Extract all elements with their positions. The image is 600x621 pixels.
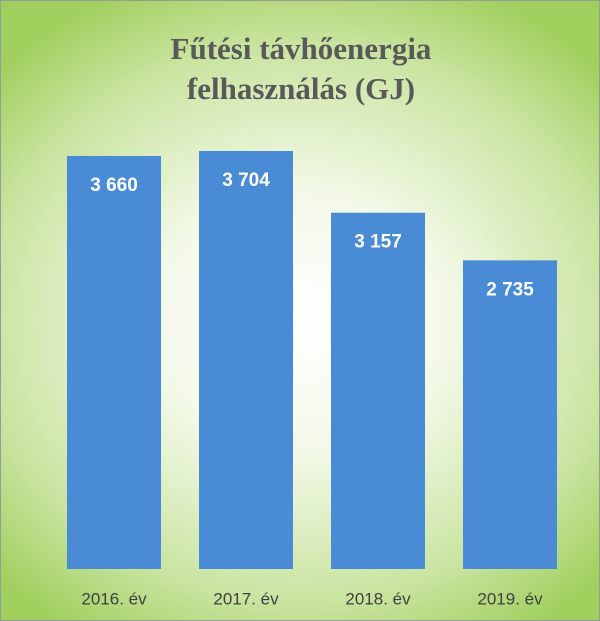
x-tick-label: 2019. év	[477, 589, 543, 608]
bar	[331, 212, 425, 569]
chart-title: Fűtési távhőenergia felhasználás (GJ)	[170, 31, 432, 106]
bar	[463, 260, 557, 569]
x-tick-label: 2016. év	[81, 589, 147, 608]
x-tick-label: 2018. év	[345, 589, 411, 608]
bar	[67, 155, 161, 569]
value-label: 3 660	[90, 175, 138, 196]
value-label: 2 735	[486, 279, 534, 300]
value-label: 3 704	[222, 170, 270, 191]
x-tick-label: 2017. év	[213, 589, 279, 608]
value-label: 3 157	[354, 232, 402, 253]
bar	[199, 151, 293, 569]
